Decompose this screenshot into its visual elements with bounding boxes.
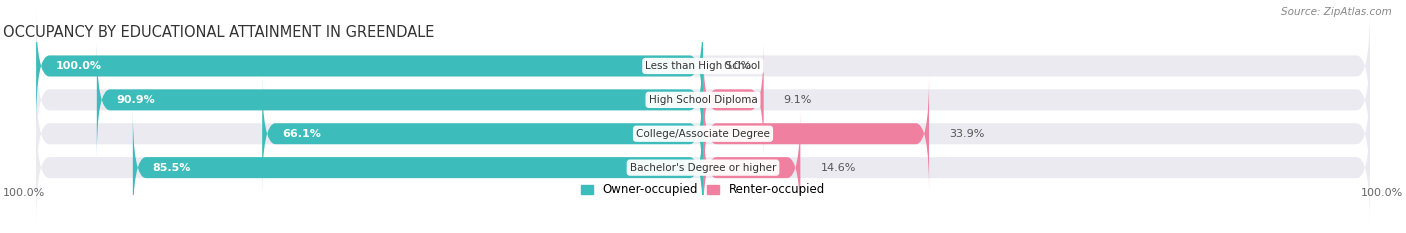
Text: 9.1%: 9.1% <box>783 95 813 105</box>
Text: 85.5%: 85.5% <box>153 163 191 173</box>
FancyBboxPatch shape <box>37 43 1369 157</box>
Text: Source: ZipAtlas.com: Source: ZipAtlas.com <box>1281 7 1392 17</box>
Text: 14.6%: 14.6% <box>820 163 856 173</box>
Text: 100.0%: 100.0% <box>56 61 103 71</box>
FancyBboxPatch shape <box>703 110 800 225</box>
FancyBboxPatch shape <box>97 43 703 157</box>
FancyBboxPatch shape <box>703 76 929 191</box>
FancyBboxPatch shape <box>37 9 1369 123</box>
Text: 66.1%: 66.1% <box>283 129 321 139</box>
Text: 100.0%: 100.0% <box>3 188 45 198</box>
FancyBboxPatch shape <box>37 76 1369 191</box>
FancyBboxPatch shape <box>262 76 703 191</box>
Text: Bachelor's Degree or higher: Bachelor's Degree or higher <box>630 163 776 173</box>
Text: 0.0%: 0.0% <box>723 61 751 71</box>
Text: 90.9%: 90.9% <box>117 95 156 105</box>
Text: High School Diploma: High School Diploma <box>648 95 758 105</box>
Text: 100.0%: 100.0% <box>1361 188 1403 198</box>
FancyBboxPatch shape <box>37 110 1369 225</box>
FancyBboxPatch shape <box>132 110 703 225</box>
Legend: Owner-occupied, Renter-occupied: Owner-occupied, Renter-occupied <box>576 178 830 201</box>
Text: OCCUPANCY BY EDUCATIONAL ATTAINMENT IN GREENDALE: OCCUPANCY BY EDUCATIONAL ATTAINMENT IN G… <box>3 24 434 40</box>
FancyBboxPatch shape <box>703 43 763 157</box>
Text: Less than High School: Less than High School <box>645 61 761 71</box>
Text: 33.9%: 33.9% <box>949 129 984 139</box>
Text: College/Associate Degree: College/Associate Degree <box>636 129 770 139</box>
FancyBboxPatch shape <box>37 9 703 123</box>
